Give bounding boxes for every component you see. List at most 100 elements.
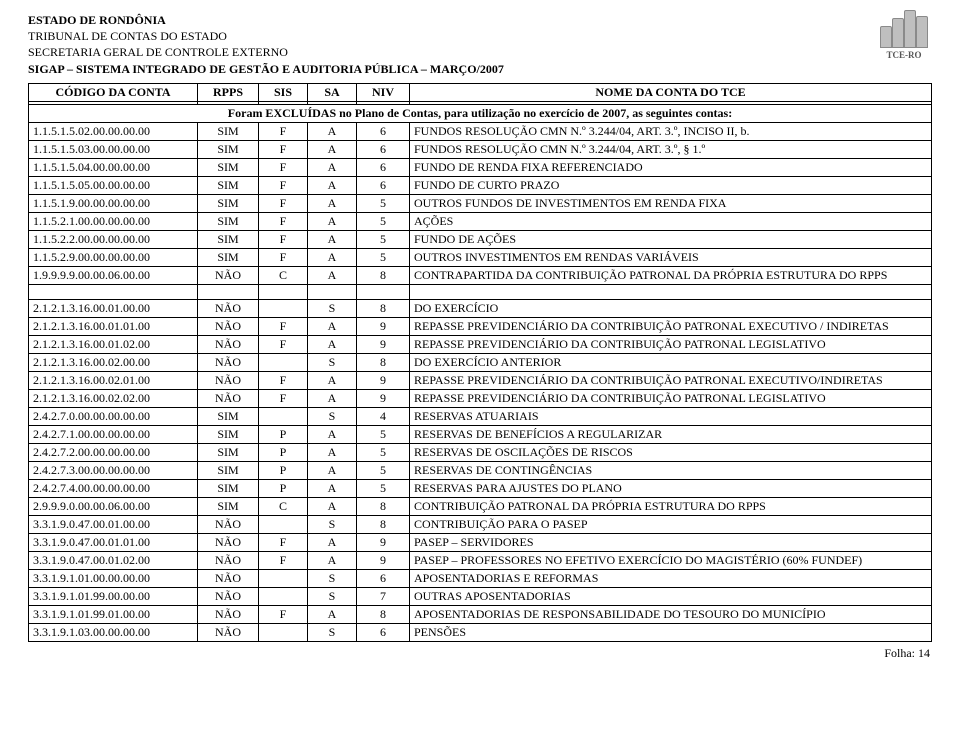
table-row: 2.4.2.7.2.00.00.00.00.00SIMPA5RESERVAS D…	[29, 443, 932, 461]
cell-sis	[259, 569, 308, 587]
cell-rpps: SIM	[198, 443, 259, 461]
header-line-1: ESTADO DE RONDÔNIA	[28, 12, 868, 28]
cell-sa: A	[308, 266, 357, 284]
cell-rpps: NÃO	[198, 551, 259, 569]
cell-code: 2.4.2.7.3.00.00.00.00.00	[29, 461, 198, 479]
notice-row: Foram EXCLUÍDAS no Plano de Contas, para…	[29, 104, 932, 122]
cell-sa: A	[308, 248, 357, 266]
header: ESTADO DE RONDÔNIA TRIBUNAL DE CONTAS DO…	[28, 12, 932, 77]
cell-code: 1.1.5.1.5.03.00.00.00.00	[29, 140, 198, 158]
cell-code: 2.1.2.1.3.16.00.02.01.00	[29, 371, 198, 389]
table-body: Foram EXCLUÍDAS no Plano de Contas, para…	[29, 101, 932, 641]
cell-code: 3.3.1.9.0.47.00.01.00.00	[29, 515, 198, 533]
table-row: 3.3.1.9.1.03.00.00.00.00NÃOS6PENSÕES	[29, 623, 932, 641]
table-row: 1.1.5.2.2.00.00.00.00.00SIMFA5FUNDO DE A…	[29, 230, 932, 248]
cell-sis: F	[259, 389, 308, 407]
cell-niv: 8	[357, 353, 410, 371]
cell-niv: 9	[357, 335, 410, 353]
cell-niv: 5	[357, 479, 410, 497]
cell-sa: A	[308, 371, 357, 389]
col-header-sis: SIS	[259, 83, 308, 101]
cell-niv: 8	[357, 266, 410, 284]
cell-sa: A	[308, 335, 357, 353]
table-row: 1.1.5.1.5.05.00.00.00.00SIMFA6FUNDO DE C…	[29, 176, 932, 194]
cell-nome: RESERVAS PARA AJUSTES DO PLANO	[410, 479, 932, 497]
table-row: 1.1.5.1.5.03.00.00.00.00SIMFA6FUNDOS RES…	[29, 140, 932, 158]
cell-sis: F	[259, 212, 308, 230]
cell-code: 1.1.5.2.9.00.00.00.00.00	[29, 248, 198, 266]
table-row: 2.1.2.1.3.16.00.01.01.00NÃOFA9REPASSE PR…	[29, 317, 932, 335]
cell-rpps: SIM	[198, 122, 259, 140]
cell-niv: 6	[357, 140, 410, 158]
cell-sis: P	[259, 425, 308, 443]
logo-bars-icon	[880, 12, 928, 48]
header-line-2: TRIBUNAL DE CONTAS DO ESTADO	[28, 28, 868, 44]
cell-niv: 8	[357, 299, 410, 317]
cell-nome: RESERVAS ATUARIAIS	[410, 407, 932, 425]
cell-code: 1.1.5.1.5.04.00.00.00.00	[29, 158, 198, 176]
table-row: 3.3.1.9.1.01.00.00.00.00NÃOS6APOSENTADOR…	[29, 569, 932, 587]
cell-nome: FUNDO DE CURTO PRAZO	[410, 176, 932, 194]
cell-sa: S	[308, 569, 357, 587]
cell-nome: APOSENTADORIAS E REFORMAS	[410, 569, 932, 587]
cell-nome: RESERVAS DE OSCILAÇÕES DE RISCOS	[410, 443, 932, 461]
cell-code: 2.1.2.1.3.16.00.02.02.00	[29, 389, 198, 407]
cell-niv: 8	[357, 605, 410, 623]
cell-sa: A	[308, 122, 357, 140]
cell-niv: 9	[357, 389, 410, 407]
cell-rpps: NÃO	[198, 623, 259, 641]
cell-sis	[259, 515, 308, 533]
cell-rpps: SIM	[198, 497, 259, 515]
cell-niv: 6	[357, 569, 410, 587]
cell-sa: A	[308, 317, 357, 335]
cell-sa: A	[308, 479, 357, 497]
page-footer: Folha: 14	[28, 646, 932, 661]
cell-nome: REPASSE PREVIDENCIÁRIO DA CONTRIBUIÇÃO P…	[410, 371, 932, 389]
cell-sis: C	[259, 266, 308, 284]
cell-sis: F	[259, 140, 308, 158]
cell-niv: 9	[357, 533, 410, 551]
header-text: ESTADO DE RONDÔNIA TRIBUNAL DE CONTAS DO…	[28, 12, 868, 77]
cell-nome: OUTROS FUNDOS DE INVESTIMENTOS EM RENDA …	[410, 194, 932, 212]
table-row: 3.3.1.9.0.47.00.01.00.00NÃOS8CONTRIBUIÇÃ…	[29, 515, 932, 533]
cell-code: 3.3.1.9.0.47.00.01.02.00	[29, 551, 198, 569]
cell-sis: F	[259, 122, 308, 140]
cell-niv: 5	[357, 443, 410, 461]
cell-sis: F	[259, 605, 308, 623]
cell-code: 2.1.2.1.3.16.00.01.00.00	[29, 299, 198, 317]
cell-niv: 5	[357, 248, 410, 266]
cell-niv: 5	[357, 461, 410, 479]
table-row: 2.4.2.7.1.00.00.00.00.00SIMPA5RESERVAS D…	[29, 425, 932, 443]
table-row: 2.4.2.7.4.00.00.00.00.00SIMPA5RESERVAS P…	[29, 479, 932, 497]
cell-nome: REPASSE PREVIDENCIÁRIO DA CONTRIBUIÇÃO P…	[410, 335, 932, 353]
cell-niv: 5	[357, 425, 410, 443]
tce-ro-logo: TCE-RO	[876, 12, 932, 66]
notice-text: Foram EXCLUÍDAS no Plano de Contas, para…	[29, 104, 932, 122]
cell-sa: A	[308, 230, 357, 248]
table-row: 1.1.5.1.9.00.00.00.00.00SIMFA5OUTROS FUN…	[29, 194, 932, 212]
table-row: 2.1.2.1.3.16.00.02.02.00NÃOFA9REPASSE PR…	[29, 389, 932, 407]
cell-code: 3.3.1.9.1.01.99.01.00.00	[29, 605, 198, 623]
table-row: 2.1.2.1.3.16.00.01.00.00NÃOS8DO EXERCÍCI…	[29, 299, 932, 317]
cell-rpps: NÃO	[198, 317, 259, 335]
cell-rpps: SIM	[198, 176, 259, 194]
cell-niv: 5	[357, 230, 410, 248]
cell-nome: FUNDOS RESOLUÇÃO CMN N.º 3.244/04, ART. …	[410, 140, 932, 158]
cell-rpps: SIM	[198, 461, 259, 479]
cell-niv: 9	[357, 551, 410, 569]
cell-sis: F	[259, 230, 308, 248]
cell-nome: PENSÕES	[410, 623, 932, 641]
cell-nome: DO EXERCÍCIO	[410, 299, 932, 317]
cell-rpps: NÃO	[198, 587, 259, 605]
cell-nome: CONTRIBUIÇÃO PARA O PASEP	[410, 515, 932, 533]
document-page: ESTADO DE RONDÔNIA TRIBUNAL DE CONTAS DO…	[0, 0, 960, 669]
cell-code: 2.9.9.9.0.00.00.06.00.00	[29, 497, 198, 515]
table-row: 3.3.1.9.0.47.00.01.02.00NÃOFA9PASEP – PR…	[29, 551, 932, 569]
cell-code: 2.1.2.1.3.16.00.01.02.00	[29, 335, 198, 353]
col-header-code: CÓDIGO DA CONTA	[29, 83, 198, 101]
cell-niv: 5	[357, 194, 410, 212]
cell-sis: F	[259, 248, 308, 266]
cell-sis	[259, 587, 308, 605]
cell-sis: F	[259, 176, 308, 194]
cell-sa: A	[308, 158, 357, 176]
